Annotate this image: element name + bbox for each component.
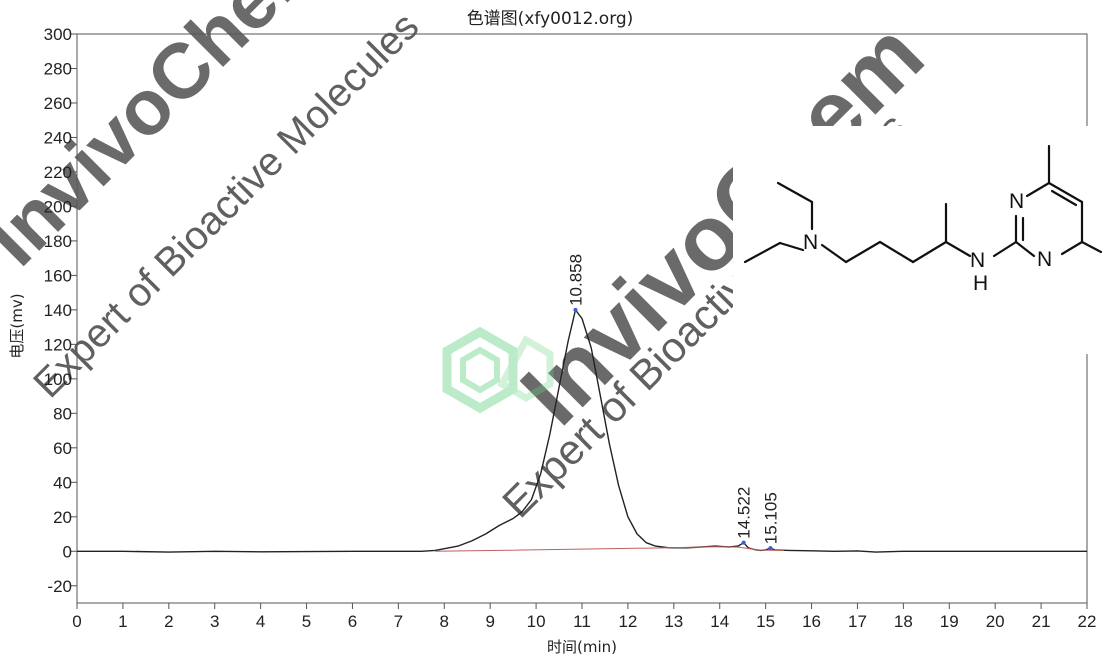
y-tick-label: 280 [44, 59, 72, 78]
molecule-atom-n1: N [803, 231, 818, 254]
y-tick-label: 0 [63, 542, 72, 561]
x-tick-label: 16 [802, 612, 821, 631]
x-tick-label: 0 [72, 612, 81, 631]
x-tick-label: 19 [940, 612, 959, 631]
x-tick-label: 9 [485, 612, 494, 631]
watermark-hexagon-logo [442, 326, 554, 414]
x-axis: 0 1 2 3 4 5 6 7 8 9 10 11 12 13 14 15 16 17 18 19 20 21 22 [72, 603, 1096, 631]
peak-label: 14.522 [735, 487, 754, 539]
x-tick-label: 21 [1032, 612, 1051, 631]
x-tick-label: 18 [894, 612, 913, 631]
x-tick-label: 15 [756, 612, 775, 631]
peak-marker [768, 546, 773, 551]
x-tick-label: 22 [1078, 612, 1097, 631]
molecule-atom-n3: N [1009, 190, 1024, 213]
x-tick-label: 13 [664, 612, 683, 631]
molecule-atom-n2: N [970, 249, 985, 272]
y-tick-label: -20 [47, 577, 72, 596]
series-layer [77, 309, 1087, 553]
y-tick-label: 60 [53, 439, 72, 458]
y-tick-label: 20 [53, 508, 72, 527]
y-tick-label: 200 [44, 197, 72, 216]
y-tick-label: 260 [44, 94, 72, 113]
molecule-atom-h: H [973, 272, 988, 295]
x-tick-label: 10 [527, 612, 546, 631]
y-tick-label: 160 [44, 266, 72, 285]
x-tick-label: 7 [394, 612, 403, 631]
y-tick-label: 80 [53, 404, 72, 423]
x-tick-label: 4 [256, 612, 265, 631]
y-tick-label: 100 [44, 370, 72, 389]
x-tick-label: 8 [440, 612, 449, 631]
x-tick-label: 11 [573, 612, 591, 631]
y-tick-label: 180 [44, 232, 72, 251]
y-tick-label: 140 [44, 301, 72, 320]
x-tick-label: 3 [210, 612, 219, 631]
peak-annotations: 10.858 14.522 15.105 [567, 254, 781, 551]
x-tick-label: 5 [302, 612, 311, 631]
peak-label: 15.105 [762, 492, 781, 544]
x-tick-label: 2 [164, 612, 173, 631]
x-tick-label: 14 [710, 612, 729, 631]
peak-marker [741, 540, 746, 545]
chart-title: 色谱图(xfy0012.org) [467, 9, 634, 29]
x-tick-label: 17 [848, 612, 867, 631]
x-tick-label: 1 [118, 612, 127, 631]
y-tick-label: 120 [44, 335, 72, 354]
y-axis: -20 0 20 40 60 80 100 120 140 160 180 200 220 240 260 2… [44, 25, 77, 596]
peak-marker [573, 307, 578, 312]
baseline-trace [435, 546, 785, 552]
peak-label: 10.858 [567, 254, 586, 306]
x-tick-label: 12 [618, 612, 637, 631]
molecule-atom-n4: N [1037, 248, 1052, 271]
x-tick-label: 6 [348, 612, 357, 631]
x-tick-label: 20 [986, 612, 1005, 631]
y-tick-label: 220 [44, 163, 72, 182]
y-tick-label: 240 [44, 128, 72, 147]
chromatogram-trace [77, 309, 1087, 553]
y-tick-label: 40 [53, 473, 72, 492]
y-tick-label: 300 [44, 25, 72, 44]
y-axis-title: 电压(mv) [8, 293, 26, 358]
x-axis-title: 时间(min) [547, 638, 617, 656]
molecule-structure-image: N N H N N [733, 126, 1104, 354]
